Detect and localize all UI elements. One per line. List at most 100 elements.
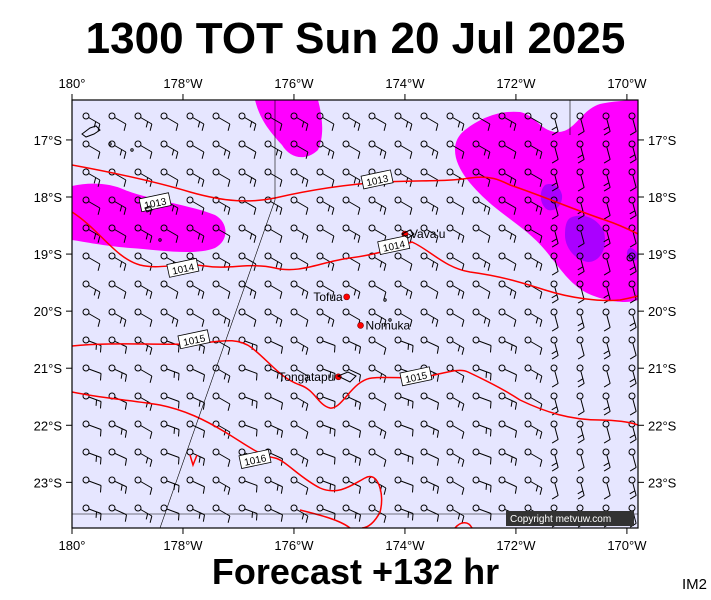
wind-barb <box>368 420 387 439</box>
island-small-2 <box>130 148 134 152</box>
wind-barb <box>212 140 231 159</box>
wind-barb <box>316 280 335 299</box>
wind-barb <box>290 224 309 243</box>
wind-barb <box>550 112 559 136</box>
wind-barb <box>420 476 439 494</box>
wind-barb <box>420 112 439 131</box>
wind-barb <box>628 252 637 276</box>
wind-barb <box>238 196 257 215</box>
forecast-label: Forecast +132 hr <box>211 551 500 592</box>
wind-barb <box>342 364 361 382</box>
wind-barb <box>394 392 414 409</box>
wind-barb <box>394 448 414 465</box>
wind-barb <box>498 336 517 354</box>
left-lat-label: 21°S <box>34 361 63 376</box>
wind-barb <box>628 196 637 220</box>
wind-barb <box>108 224 127 243</box>
wind-barb <box>628 308 637 332</box>
wind-barb <box>472 476 492 493</box>
isobar-lines <box>72 164 638 528</box>
place-label: Tongatapu <box>278 370 334 384</box>
wind-barb <box>550 224 559 248</box>
left-lat-label: 19°S <box>34 247 63 262</box>
wind-barb <box>82 448 102 465</box>
isobar-1016-line-b <box>189 454 198 468</box>
wind-barb <box>368 336 387 355</box>
wind-barb <box>82 252 101 271</box>
place-dot <box>357 322 364 329</box>
wind-barb <box>576 448 585 472</box>
wind-barb <box>550 476 559 500</box>
wind-barb <box>446 504 465 523</box>
wind-barb <box>82 140 101 159</box>
rain-patch-west <box>72 183 226 253</box>
wind-barb <box>212 224 231 243</box>
wind-barb <box>628 112 637 136</box>
wind-barb <box>524 392 543 411</box>
place-label: Vava'u <box>410 227 445 241</box>
wind-barb <box>82 196 101 215</box>
wind-barb <box>524 336 543 355</box>
wind-barb <box>316 112 335 131</box>
rain-heavy-east-1 <box>540 184 563 211</box>
wind-barb <box>160 504 180 521</box>
wind-barb <box>602 224 611 248</box>
wind-barb <box>238 504 258 521</box>
wind-barb <box>186 140 205 159</box>
wind-barb <box>394 140 413 159</box>
wind-barb <box>134 504 153 523</box>
wind-barb <box>602 392 611 416</box>
wind-barb <box>628 364 637 388</box>
wind-barb <box>186 476 205 494</box>
wind-barb <box>446 308 465 327</box>
svg-text:1014: 1014 <box>382 239 406 254</box>
left-lat-label: 17°S <box>34 133 63 148</box>
wind-barb <box>498 196 517 215</box>
wind-barb <box>212 196 231 215</box>
wind-barb <box>238 420 258 437</box>
wind-barb <box>498 140 517 159</box>
wind-barb <box>290 504 309 523</box>
wind-barb <box>628 336 637 360</box>
wind-barb <box>238 308 257 327</box>
chart-title: 1300 TOT Sun 20 Jul 2025 <box>85 14 626 63</box>
wind-barb <box>290 196 309 215</box>
island-lau-1 <box>81 125 101 138</box>
bottom-lon-label: 172°W <box>496 538 536 553</box>
bottom-lon-label: 174°W <box>385 538 425 553</box>
wind-barb <box>82 420 102 437</box>
wind-barb <box>212 252 231 271</box>
left-lat-label: 18°S <box>34 190 63 205</box>
isobar-label: 1013 <box>360 169 394 190</box>
wind-barb <box>394 476 414 493</box>
isobar-1014-line <box>72 211 638 302</box>
wind-barb <box>576 420 585 444</box>
wind-barb <box>238 280 257 299</box>
isobar-label: 1016 <box>238 449 272 469</box>
wind-barb <box>550 140 559 164</box>
right-lat-label: 18°S <box>648 190 677 205</box>
wind-barb <box>446 280 465 299</box>
wind-barb <box>264 168 283 187</box>
wind-barb <box>134 448 153 467</box>
wind-barb <box>576 140 585 164</box>
wind-barb <box>264 252 283 271</box>
wind-barb <box>160 392 180 409</box>
wind-barb <box>342 280 361 299</box>
wind-barb <box>342 140 361 159</box>
wind-barb <box>498 448 517 466</box>
wind-barb <box>212 112 231 131</box>
top-lon-label: 176°W <box>274 76 314 91</box>
wind-barb <box>602 252 611 276</box>
wind-barb <box>446 196 465 215</box>
wind-barb <box>368 252 387 271</box>
wind-barb <box>602 168 611 192</box>
wind-barb <box>368 280 387 299</box>
axis-ticks: 180° 180° 178°W 178°W 176°W 176°W 174°W 174°W 17… <box>34 76 677 553</box>
wind-barb <box>82 364 102 381</box>
wind-barb <box>368 196 387 215</box>
right-lat-label: 21°S <box>648 361 677 376</box>
wind-barb <box>264 420 283 438</box>
wind-barb <box>524 112 543 131</box>
wind-barb <box>576 168 585 192</box>
